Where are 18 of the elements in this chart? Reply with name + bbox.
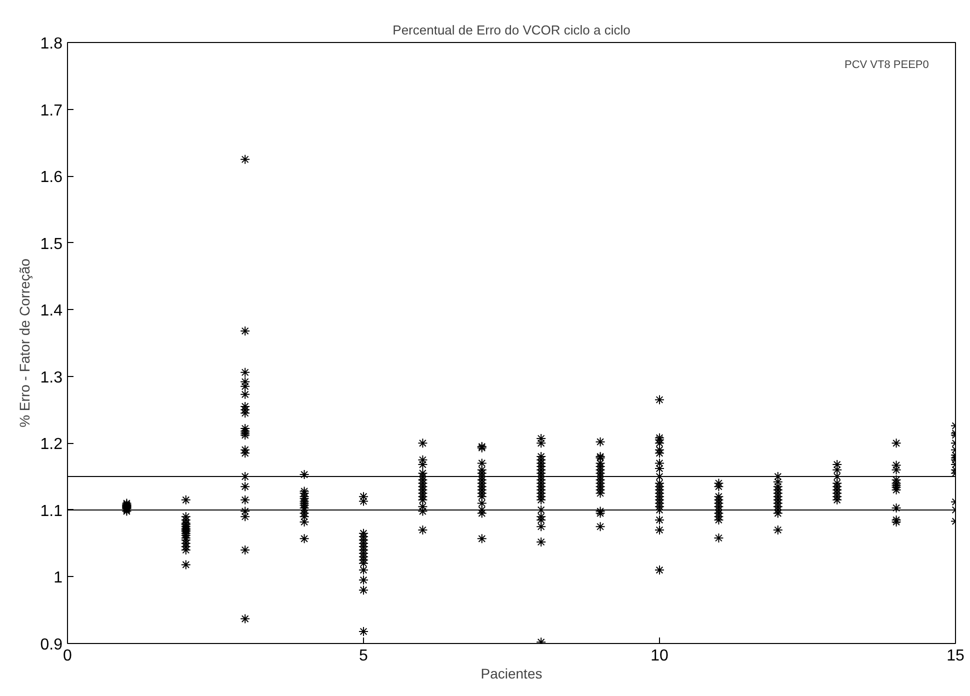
y-tick-label: 1.4 bbox=[40, 302, 63, 320]
chart-title: Percentual de Erro do VCOR ciclo a ciclo bbox=[392, 22, 630, 38]
y-tick-label: 1.3 bbox=[40, 369, 63, 386]
y-tick-label: 1 bbox=[54, 570, 63, 587]
y-tick-label: 1.1 bbox=[40, 502, 63, 520]
annotation: PCV VT8 PEEP0 bbox=[844, 59, 929, 72]
x-axis-title: Pacientes bbox=[480, 666, 542, 682]
y-axis-title: % Erro - Fator de Correção bbox=[16, 258, 32, 428]
x-tick-label: 10 bbox=[650, 648, 668, 664]
y-tick-label: 1.5 bbox=[40, 236, 63, 253]
y-tick-label: 1.2 bbox=[40, 436, 63, 454]
y-tick-label: 1.6 bbox=[40, 169, 63, 186]
x-tick-label: 5 bbox=[359, 648, 368, 664]
y-tick-label: 0.9 bbox=[40, 636, 63, 654]
x-tick-label: 0 bbox=[63, 648, 72, 664]
y-tick-label: 1.8 bbox=[40, 36, 63, 52]
y-tick-label: 1.7 bbox=[40, 102, 63, 120]
x-tick-label: 15 bbox=[946, 648, 964, 664]
